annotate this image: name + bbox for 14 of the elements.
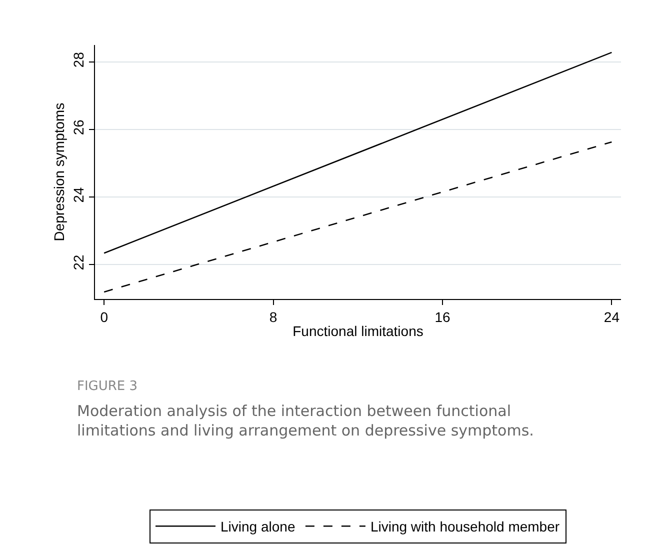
y-tick-label: 24	[70, 186, 86, 203]
y-tick-label: 26	[70, 119, 86, 136]
text: Moderation analysis of the interaction between functional limitations and living arrangement on depressive symptoms.	[77, 402, 534, 440]
x-tick-label: 8	[269, 308, 278, 325]
x-tick-label: 0	[100, 308, 108, 325]
legend-label: Living alone	[220, 518, 296, 535]
y-tick-label: 22	[70, 254, 86, 270]
caption: FIGURE 3	[77, 379, 138, 394]
y-tick-label: 28	[70, 52, 86, 68]
legend-label: Living with household member	[370, 518, 560, 535]
x-tick-label: 24	[604, 308, 620, 325]
x-axis-title: Functional limitations	[292, 323, 424, 340]
y-axis-title: Depression symptoms	[51, 102, 67, 242]
x-tick-label: 16	[434, 308, 450, 325]
